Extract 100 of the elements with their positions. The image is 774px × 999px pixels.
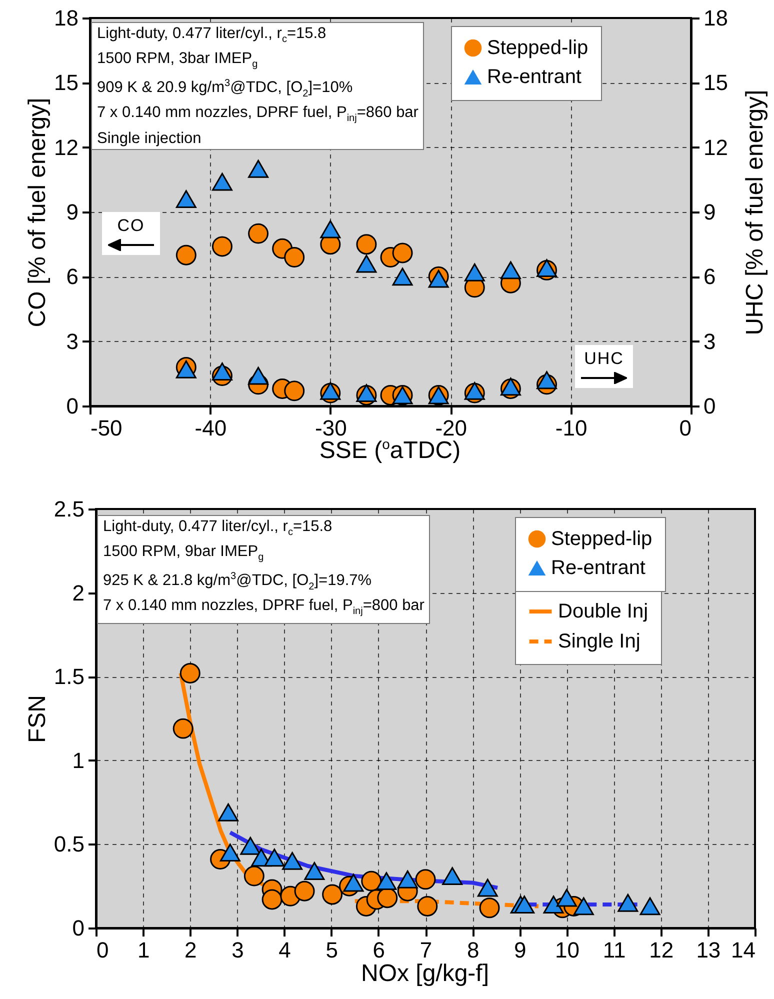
point [176, 190, 196, 208]
point [536, 371, 557, 390]
point [392, 242, 413, 264]
point [428, 270, 449, 288]
x-tick-label: 0 [96, 938, 109, 962]
x-tick-label: 3 [232, 938, 244, 962]
x-tick-label: 0 [679, 416, 692, 440]
point [543, 896, 564, 914]
annotation: UHC [575, 345, 633, 388]
point [397, 870, 418, 888]
y-tick-label: 0 [72, 916, 84, 940]
point [176, 244, 196, 266]
y2-tick-label: 0 [704, 394, 716, 418]
x-tick-label: 1 [137, 938, 150, 962]
x-tick-label: 5 [326, 938, 338, 962]
point [262, 889, 282, 910]
x-tick-label: 11 [602, 938, 626, 962]
point [248, 366, 269, 385]
point [212, 236, 232, 257]
point [417, 896, 438, 916]
point [220, 844, 240, 862]
point [240, 836, 261, 855]
y-tick-label: 2 [72, 580, 84, 606]
point [284, 247, 305, 268]
y-tick-label: 0 [66, 394, 78, 418]
x-tick-label: -10 [555, 416, 588, 440]
y-tick-label: 15 [54, 70, 78, 96]
text: Light-duty, 0.477 liter/cyl., r$_{c}$=15.8 1500 RPM, 9bar IMEP$_{g}$ 925 K & 21.8 kg/m$^{3}$@TDC, [O$_{2}$]=19.7% 7 x 0.140 mm nozzles, DPRF fuel, P$_{inj}$=800 bar [103, 518, 424, 618]
point [464, 263, 485, 282]
point [640, 897, 660, 916]
y2-tick-label: 15 [704, 70, 728, 96]
x-tick-label: 7 [420, 938, 432, 962]
point [618, 894, 638, 912]
x-tick-label: 8 [466, 938, 480, 962]
point [248, 223, 269, 244]
legend-label: Stepped-lip [551, 528, 652, 550]
point [556, 888, 577, 907]
y-tick-label: 3 [66, 328, 78, 354]
y-axis-title: FSN [24, 695, 51, 743]
x-tick-label: 14 [731, 938, 756, 962]
legend-label: Stepped-lip [487, 37, 588, 59]
point [264, 848, 285, 867]
y-tick-label: 1 [72, 748, 84, 773]
point [248, 160, 269, 178]
legend-label: Re-entrant [487, 66, 582, 88]
point [376, 872, 397, 890]
point [304, 862, 325, 880]
point [320, 382, 341, 400]
y2-tick-label: 3 [704, 328, 716, 354]
point [212, 172, 232, 191]
y-tick-label: 12 [54, 134, 78, 160]
x-tick-label: 9 [514, 938, 526, 962]
x-axis-title: NOx [g/kg-f] [360, 960, 490, 988]
y2-tick-label: 12 [704, 134, 728, 160]
point [284, 380, 305, 402]
point [218, 803, 239, 822]
point [244, 866, 264, 886]
y2-tick-label: 9 [704, 200, 716, 224]
x-tick-label: 2 [184, 938, 197, 962]
x-tick-label: -50 [90, 416, 122, 440]
point [320, 220, 341, 238]
text: Light-duty, 0.477 liter/cyl., r$_{c}$=15.8 1500 RPM, 3bar IMEP$_{g}$ 909 K & 20.9 kg/m$^{3}$@TDC, [O$_{2}$]=10% 7 x 0.140 mm nozzles, DPRF fuel, P$_{inj}$=860 bar Single injection [97, 25, 418, 147]
y-tick-label: 0.5 [54, 832, 84, 857]
point [343, 874, 364, 892]
point [322, 884, 343, 905]
point [356, 254, 377, 273]
x-tick-label: 6 [372, 938, 386, 962]
y-tick-label: 1.5 [54, 664, 84, 690]
legend-label: Re-entrant [551, 557, 646, 579]
point [356, 234, 377, 255]
x-tick-label: 4 [278, 938, 291, 962]
point [172, 718, 194, 739]
y-tick-label: 9 [66, 200, 78, 224]
point [180, 663, 200, 684]
point [500, 378, 521, 396]
point [361, 870, 382, 892]
point [464, 382, 485, 400]
y-axis-title: CO [% of fuel energy] [24, 98, 52, 328]
point [176, 360, 196, 378]
y2-tick-label: 18 [704, 6, 728, 30]
legend-label: Double Inj [558, 600, 648, 622]
legend-label: Single Inj [558, 630, 640, 652]
y-tick-label: 18 [54, 6, 78, 30]
annotation: CO [102, 212, 160, 255]
point [500, 261, 521, 280]
y-tick-label: 6 [66, 264, 78, 290]
x-tick-label: -40 [194, 416, 227, 440]
x-tick-label: 12 [649, 938, 674, 962]
point [415, 869, 436, 890]
point [442, 867, 463, 886]
point [479, 898, 500, 918]
y-tick-label: 2.5 [54, 496, 84, 522]
x-tick-label: 10 [554, 938, 580, 962]
point [282, 852, 303, 870]
y2-axis-title: UHC [% of fuel energy] [742, 90, 768, 336]
x-tick-label: 13 [696, 938, 721, 962]
point [573, 897, 594, 916]
point [477, 878, 498, 897]
point [392, 268, 413, 286]
y2-tick-label: 6 [704, 264, 716, 290]
